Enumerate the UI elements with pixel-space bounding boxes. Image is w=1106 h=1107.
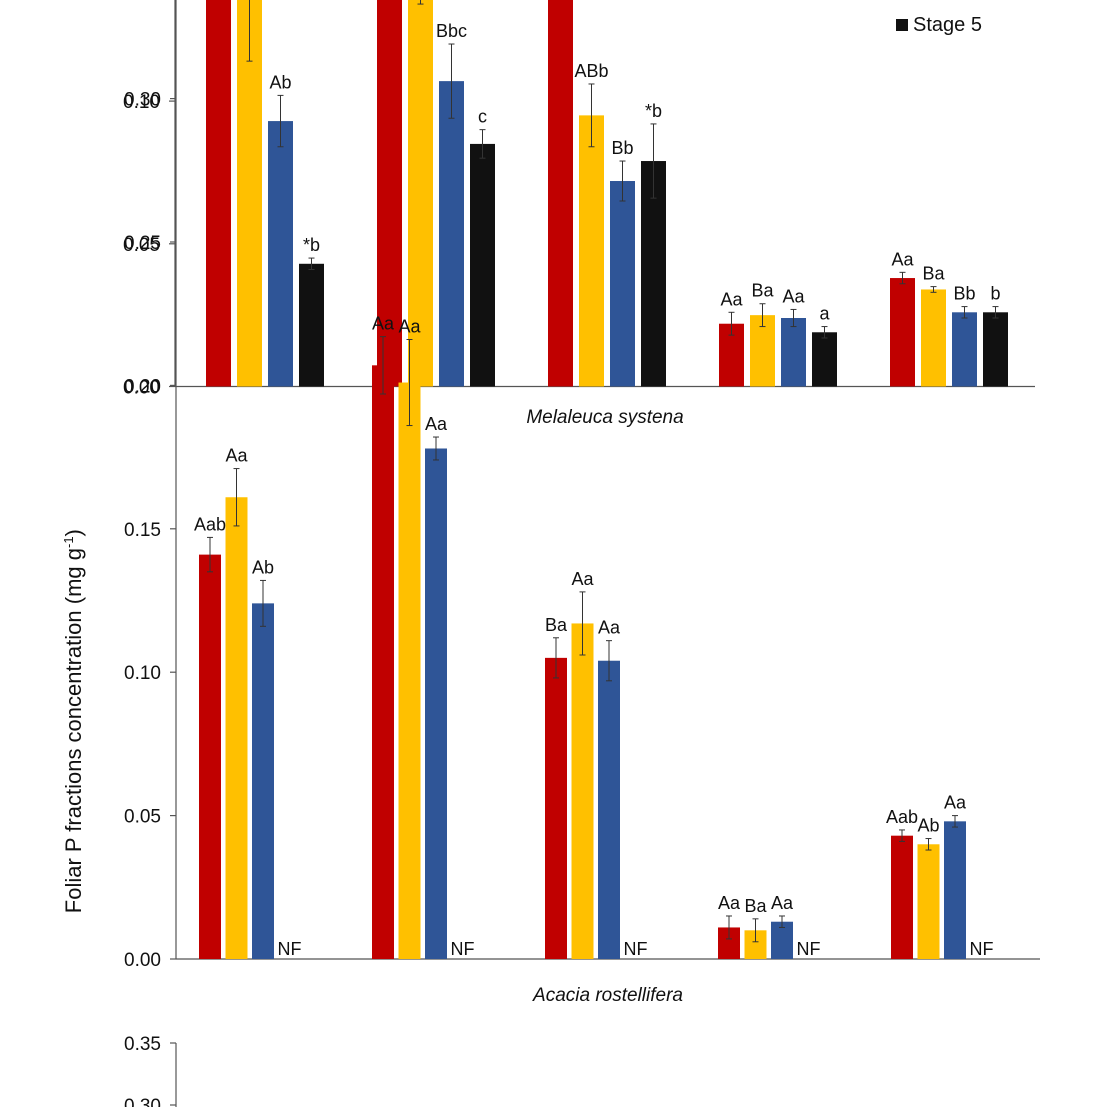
bar <box>548 0 573 387</box>
species-label: Acacia rostellifera <box>532 985 683 1006</box>
bar <box>944 821 966 959</box>
y-tick-label: 0.05 <box>124 807 161 828</box>
bar <box>225 497 248 959</box>
bar <box>610 181 635 387</box>
bar <box>408 0 433 387</box>
y-tick-label: 0.25 <box>124 233 161 254</box>
bar <box>571 623 594 959</box>
bar <box>439 81 464 387</box>
significance-label: Aab <box>886 807 918 827</box>
significance-label: Ab <box>252 557 274 577</box>
significance-label: Ba <box>744 896 767 916</box>
significance-label: Aa <box>891 249 914 269</box>
bar <box>268 121 293 387</box>
significance-label: Aab <box>194 514 226 534</box>
bar <box>252 603 274 959</box>
significance-label: Aa <box>398 317 421 337</box>
significance-label: Aa <box>771 893 794 913</box>
significance-label: Ba <box>922 264 945 284</box>
bar <box>206 0 231 387</box>
significance-label: Bb <box>611 138 633 158</box>
significance-label: Aa <box>225 446 248 466</box>
y-tick-label: 0.15 <box>124 520 161 541</box>
significance-label: Bb <box>953 284 975 304</box>
bar <box>377 0 402 387</box>
bar <box>598 660 620 959</box>
significance-label: ABb <box>574 61 608 81</box>
bar <box>744 930 767 959</box>
bar <box>781 318 806 387</box>
significance-label: Ab <box>269 72 291 92</box>
y-axis-label: Foliar P fractions concentration (mg g-1… <box>60 529 87 914</box>
bar <box>199 554 221 959</box>
bar <box>891 835 913 959</box>
not-found-label: NF <box>624 939 648 959</box>
significance-label: Ab <box>917 816 939 836</box>
legend-swatch-stage5 <box>896 19 908 31</box>
panel-third-partial: 0.35 0.30 <box>124 1034 177 1107</box>
y-tick-label: 0.00 <box>123 378 160 399</box>
significance-label: Bbc <box>436 21 467 41</box>
significance-label: Aa <box>571 569 594 589</box>
bar <box>952 312 977 387</box>
not-found-label: NF <box>451 939 475 959</box>
significance-label: *b <box>645 101 662 121</box>
legend-label-stage5: Stage 5 <box>913 14 982 36</box>
bar <box>299 263 324 387</box>
significance-label: Aa <box>372 314 395 334</box>
bar <box>398 382 421 960</box>
y-tick-label: 0.10 <box>123 92 160 113</box>
y-tick-label: 0.10 <box>124 663 161 684</box>
significance-label: Aa <box>425 414 448 434</box>
bar <box>812 332 837 387</box>
panel-melaleuca: 0.000.050.100.150.200.25BaAaAaAaAabBabAB… <box>123 0 1035 428</box>
bar <box>917 844 940 959</box>
significance-label: Ba <box>751 281 774 301</box>
y-tick-label: 0.05 <box>123 235 160 256</box>
significance-label: Ba <box>545 615 568 635</box>
bar <box>372 365 394 960</box>
y-tick-label: 0.30 <box>124 90 161 111</box>
bar <box>579 115 604 387</box>
y-tick-label: 0.35 <box>124 1034 161 1055</box>
panel-acacia: 0.000.050.100.150.200.250.300.35AabAaBaA… <box>124 0 1040 1006</box>
not-found-label: NF <box>278 939 302 959</box>
y-tick-label: 0.00 <box>124 950 161 971</box>
bar <box>983 312 1008 387</box>
bar <box>425 448 447 959</box>
significance-label: Aa <box>944 793 967 813</box>
bar <box>771 921 793 959</box>
bar <box>545 657 567 959</box>
species-label: Melaleuca systena <box>526 407 683 428</box>
significance-label: Aa <box>718 893 741 913</box>
significance-label: Aa <box>720 289 743 309</box>
not-found-label: NF <box>970 939 994 959</box>
y-tick-label: 0.20 <box>124 376 161 397</box>
bar <box>237 0 262 387</box>
bar <box>718 927 740 959</box>
not-found-label: NF <box>797 939 821 959</box>
significance-label: a <box>819 304 830 324</box>
significance-label: Aa <box>782 286 805 306</box>
bar <box>470 143 495 387</box>
significance-label: Aa <box>598 618 621 638</box>
significance-label: b <box>990 284 1000 304</box>
bar <box>890 278 915 387</box>
significance-label: *b <box>303 235 320 255</box>
y-tick-label: 0.30 <box>124 1096 161 1107</box>
legend: Stage 5 <box>896 14 982 36</box>
significance-label: c <box>478 107 487 127</box>
bar <box>921 289 946 387</box>
